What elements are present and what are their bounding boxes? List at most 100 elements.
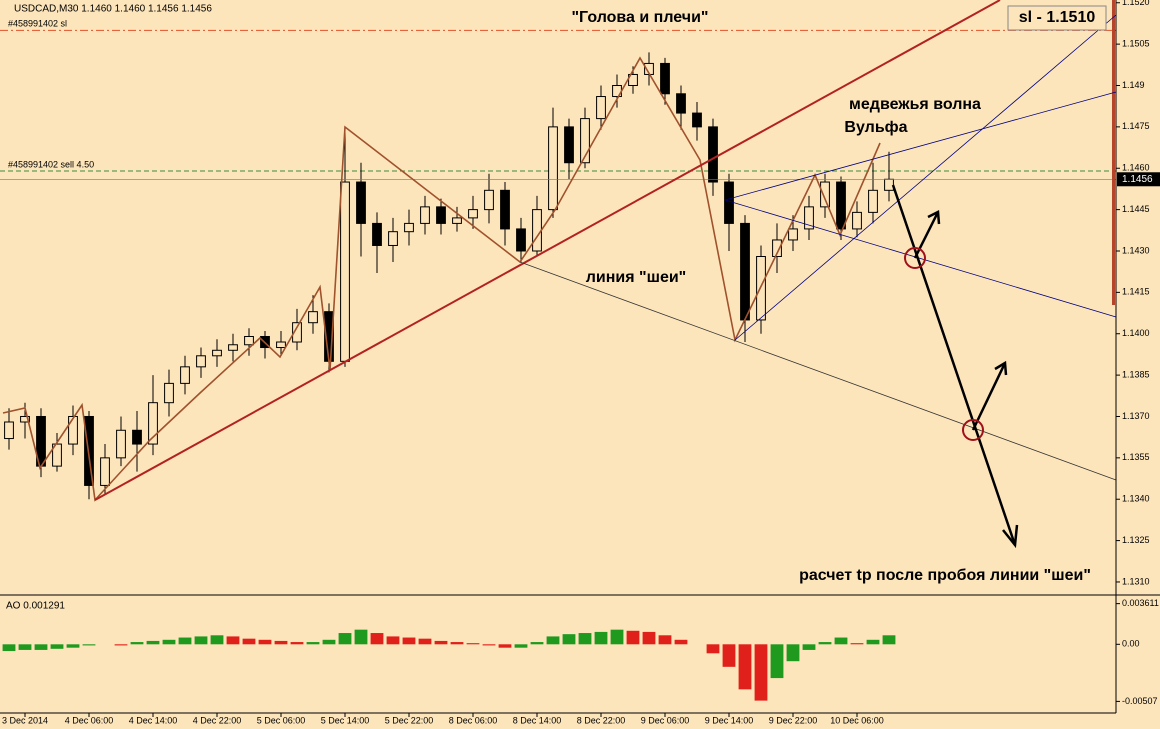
ao-bar <box>658 635 672 645</box>
candle-body <box>500 189 510 230</box>
candle-body <box>116 429 126 459</box>
y-tick-label: 1.1460 <box>1122 163 1150 173</box>
ao-bar <box>146 640 160 645</box>
y-tick-label: 1.1445 <box>1122 204 1150 214</box>
y-tick-label: 1.149 <box>1122 80 1145 90</box>
ao-bar <box>802 644 816 650</box>
candle-body <box>724 181 734 224</box>
candle-body <box>356 181 366 224</box>
candle-body <box>180 366 190 384</box>
candle-body <box>756 256 766 321</box>
y-tick-label: 1.1310 <box>1122 576 1150 586</box>
ao-bar <box>322 639 336 645</box>
candle-body <box>52 443 62 467</box>
x-tick-label: 8 Dec 22:00 <box>577 715 626 725</box>
candle-body <box>660 62 670 95</box>
ao-bar <box>626 630 640 645</box>
candle-body <box>788 228 798 241</box>
ao-bar <box>882 635 896 645</box>
arrows <box>891 184 1019 549</box>
ao-bar <box>770 644 784 679</box>
candle-body <box>388 231 398 246</box>
candle-body <box>196 355 206 368</box>
candle-body <box>740 222 750 321</box>
candle-body <box>212 349 222 357</box>
x-tick-label: 5 Dec 22:00 <box>385 715 434 725</box>
candle-body <box>420 206 430 224</box>
candle-body <box>596 96 606 120</box>
y-tick-label: 1.1430 <box>1122 245 1150 255</box>
x-tick-label: 9 Dec 22:00 <box>769 715 818 725</box>
y-tick-label: 1.1400 <box>1122 328 1150 338</box>
ao-bar <box>642 631 656 645</box>
ao-bar <box>210 635 224 645</box>
ao-bar <box>738 644 752 690</box>
candle-body <box>868 189 878 213</box>
candle-body <box>580 118 590 164</box>
candle-body <box>548 126 558 211</box>
ao-bar <box>466 643 480 645</box>
ao-bar <box>242 638 256 645</box>
candle-body <box>4 421 14 440</box>
ao-bar <box>82 644 96 646</box>
breakout-circle <box>904 247 926 269</box>
current-price-box <box>1117 172 1160 187</box>
x-tick-label: 3 Dec 2014 <box>2 715 48 725</box>
candle-body <box>308 311 318 324</box>
ao-bar <box>290 642 304 645</box>
candle-body <box>532 209 542 252</box>
candle-body <box>516 228 526 252</box>
candle-body <box>804 206 814 230</box>
ao-bar <box>178 637 192 645</box>
symbol-info: USDCAD,M30 1.1460 1.1460 1.1456 1.1456 <box>14 4 212 15</box>
candle-body <box>852 211 862 230</box>
annotation: Вульфа <box>844 119 907 136</box>
x-tick-label: 9 Dec 06:00 <box>641 715 690 725</box>
candle-body <box>452 217 462 224</box>
candle-body <box>132 429 142 445</box>
ao-bar <box>130 642 144 645</box>
ao-bar <box>434 640 448 645</box>
ao-bar <box>498 644 512 648</box>
candle-body <box>404 222 414 233</box>
x-tick-label: 4 Dec 06:00 <box>65 715 114 725</box>
ao-bar <box>866 639 880 645</box>
candle-body <box>228 344 238 351</box>
candle-body <box>276 341 286 349</box>
annotation: линия "шеи" <box>586 269 687 286</box>
y-tick-label: 1.1520 <box>1122 0 1150 7</box>
ao-bar <box>66 644 80 648</box>
order-label: #458991402 sell 4.50 <box>8 159 94 169</box>
x-tick-label: 4 Dec 14:00 <box>129 715 178 725</box>
ao-bar <box>2 644 16 652</box>
candle-body <box>292 322 302 343</box>
candle-body <box>100 457 110 486</box>
ao-bar <box>818 642 832 645</box>
ao-bar <box>370 633 384 645</box>
candle-body <box>164 382 174 404</box>
drawings <box>2 0 1117 549</box>
ao-bar <box>306 642 320 645</box>
y-tick-label: 1.1355 <box>1122 452 1150 462</box>
candle-body <box>564 126 574 164</box>
candle-body <box>436 206 446 224</box>
x-tick-label: 4 Dec 22:00 <box>193 715 242 725</box>
position-bar <box>1112 0 1115 305</box>
wolfe-line <box>724 199 1117 318</box>
annotation: sl - 1.1510 <box>1019 9 1096 26</box>
candle-body <box>244 335 254 346</box>
zigzag <box>2 56 881 502</box>
ao-bar <box>546 636 560 645</box>
candle-body <box>148 402 158 445</box>
ao-bar <box>402 637 416 645</box>
candle-body <box>692 112 702 128</box>
breakout-circle <box>962 419 984 441</box>
y-tick-label: 1.1325 <box>1122 535 1150 545</box>
annotation: медвежья волна <box>849 96 981 113</box>
y-tick-label: 1.1340 <box>1122 494 1150 504</box>
ao-bar <box>482 644 496 646</box>
ao-bar <box>258 639 272 645</box>
candle-body <box>340 181 350 362</box>
ao-bar <box>114 644 128 646</box>
